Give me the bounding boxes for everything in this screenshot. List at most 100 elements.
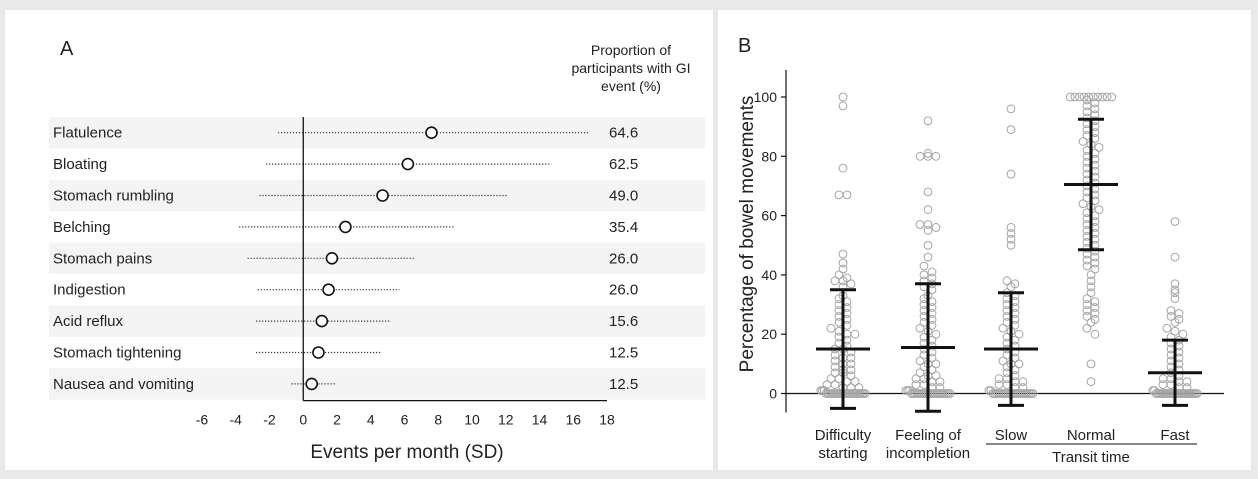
data-point: [919, 261, 929, 271]
row-label: Bloating: [53, 156, 107, 173]
pct-value: 12.5: [609, 376, 638, 393]
data-point: [923, 240, 933, 250]
data-point: [1182, 377, 1192, 387]
data-point: [830, 356, 840, 366]
data-point: [1006, 104, 1016, 114]
row-label: Stomach pains: [53, 250, 152, 267]
data-point: [1166, 306, 1176, 315]
data-point: [1170, 279, 1180, 289]
data-point: [1090, 329, 1100, 339]
data-point: [1093, 92, 1103, 102]
row-label: Acid reflux: [53, 313, 124, 330]
data-point: [915, 151, 925, 161]
data-point: [1170, 288, 1180, 298]
row-label: Nausea and vomiting: [53, 376, 194, 393]
data-point: [1094, 205, 1104, 215]
data-point: [1082, 300, 1092, 309]
y-tick-label: 20: [761, 326, 777, 342]
data-point: [850, 377, 860, 387]
data-point: [1086, 288, 1096, 298]
data-point: [1090, 258, 1100, 268]
category-label: Difficulty: [815, 427, 872, 444]
mean-marker: [339, 220, 352, 234]
pct-value: 62.5: [609, 156, 638, 173]
category-label: Normal: [1067, 427, 1115, 444]
pct-header-line-2: participants with GI: [571, 60, 690, 76]
data-point: [1075, 92, 1084, 102]
data-point: [842, 273, 852, 283]
data-point: [1006, 240, 1016, 250]
x-tick-label: -2: [263, 412, 276, 428]
data-point: [1079, 92, 1089, 102]
category-label: Slow: [995, 427, 1028, 444]
data-point: [1070, 92, 1080, 102]
x-tick-label: 14: [532, 412, 548, 428]
data-point: [915, 368, 925, 378]
data-point: [1086, 270, 1096, 280]
data-point: [1086, 276, 1096, 286]
data-point: [838, 92, 848, 102]
data-point: [998, 356, 1008, 366]
x-tick-label: 4: [367, 412, 375, 428]
mean-marker: [312, 346, 325, 359]
data-point: [1002, 276, 1012, 286]
data-point: [935, 377, 945, 387]
data-point: [1006, 125, 1016, 135]
mean-marker: [325, 252, 339, 265]
panel-b-letter: B: [738, 35, 751, 57]
x-tick-label: 0: [299, 412, 307, 428]
data-point: [850, 329, 860, 339]
y-axis-label: Percentage of bowel movements: [737, 96, 758, 373]
data-point: [931, 371, 941, 381]
data-point: [1078, 199, 1088, 209]
data-point: [846, 353, 856, 363]
data-point: [923, 252, 933, 262]
data-point: [1010, 279, 1020, 289]
x-tick-label: 6: [401, 412, 409, 428]
data-point: [1170, 326, 1180, 336]
data-point: [1094, 143, 1104, 152]
data-point: [931, 151, 941, 161]
data-point: [927, 273, 937, 283]
data-point: [1170, 285, 1180, 295]
row-label: Belching: [53, 219, 111, 236]
data-point: [1088, 92, 1098, 102]
data-point: [1082, 312, 1092, 321]
data-point: [1014, 359, 1024, 369]
data-point: [1086, 282, 1096, 292]
data-point: [1084, 92, 1094, 102]
data-point: [1090, 252, 1100, 262]
data-point: [919, 270, 929, 280]
data-point: [1090, 104, 1100, 114]
x-tick-label: 16: [565, 412, 581, 428]
strip-plot: B Percentage of bowel movements Transit …: [737, 35, 1224, 466]
panel-a: A Proportion of participants with GI eve…: [5, 10, 713, 470]
data-point: [994, 374, 1004, 384]
data-point: [1170, 217, 1180, 226]
data-point: [998, 323, 1008, 333]
pct-value: 49.0: [609, 188, 638, 205]
x-tick-label: 18: [599, 412, 615, 428]
category-label: starting: [818, 445, 867, 462]
data-point: [1082, 107, 1092, 117]
transit-time-label: Transit time: [1052, 449, 1130, 466]
data-point: [1182, 383, 1192, 392]
data-point: [1082, 323, 1092, 333]
data-point: [1086, 359, 1096, 369]
data-point: [915, 356, 925, 366]
data-point: [1090, 98, 1100, 108]
data-point: [1082, 306, 1092, 315]
x-tick-label: 12: [498, 412, 514, 428]
row-label: Flatulence: [53, 125, 122, 142]
data-point: [1082, 101, 1092, 111]
data-point: [1090, 309, 1100, 318]
data-point: [1090, 314, 1100, 324]
pct-value: 64.6: [609, 125, 638, 142]
data-point: [1014, 329, 1024, 339]
panel-a-letter: A: [60, 38, 74, 60]
category-label: Fast: [1160, 427, 1190, 444]
data-point: [1082, 294, 1092, 304]
mean-marker: [315, 314, 329, 328]
x-axis-label: Events per month (SD): [310, 442, 503, 463]
data-point: [915, 220, 925, 229]
